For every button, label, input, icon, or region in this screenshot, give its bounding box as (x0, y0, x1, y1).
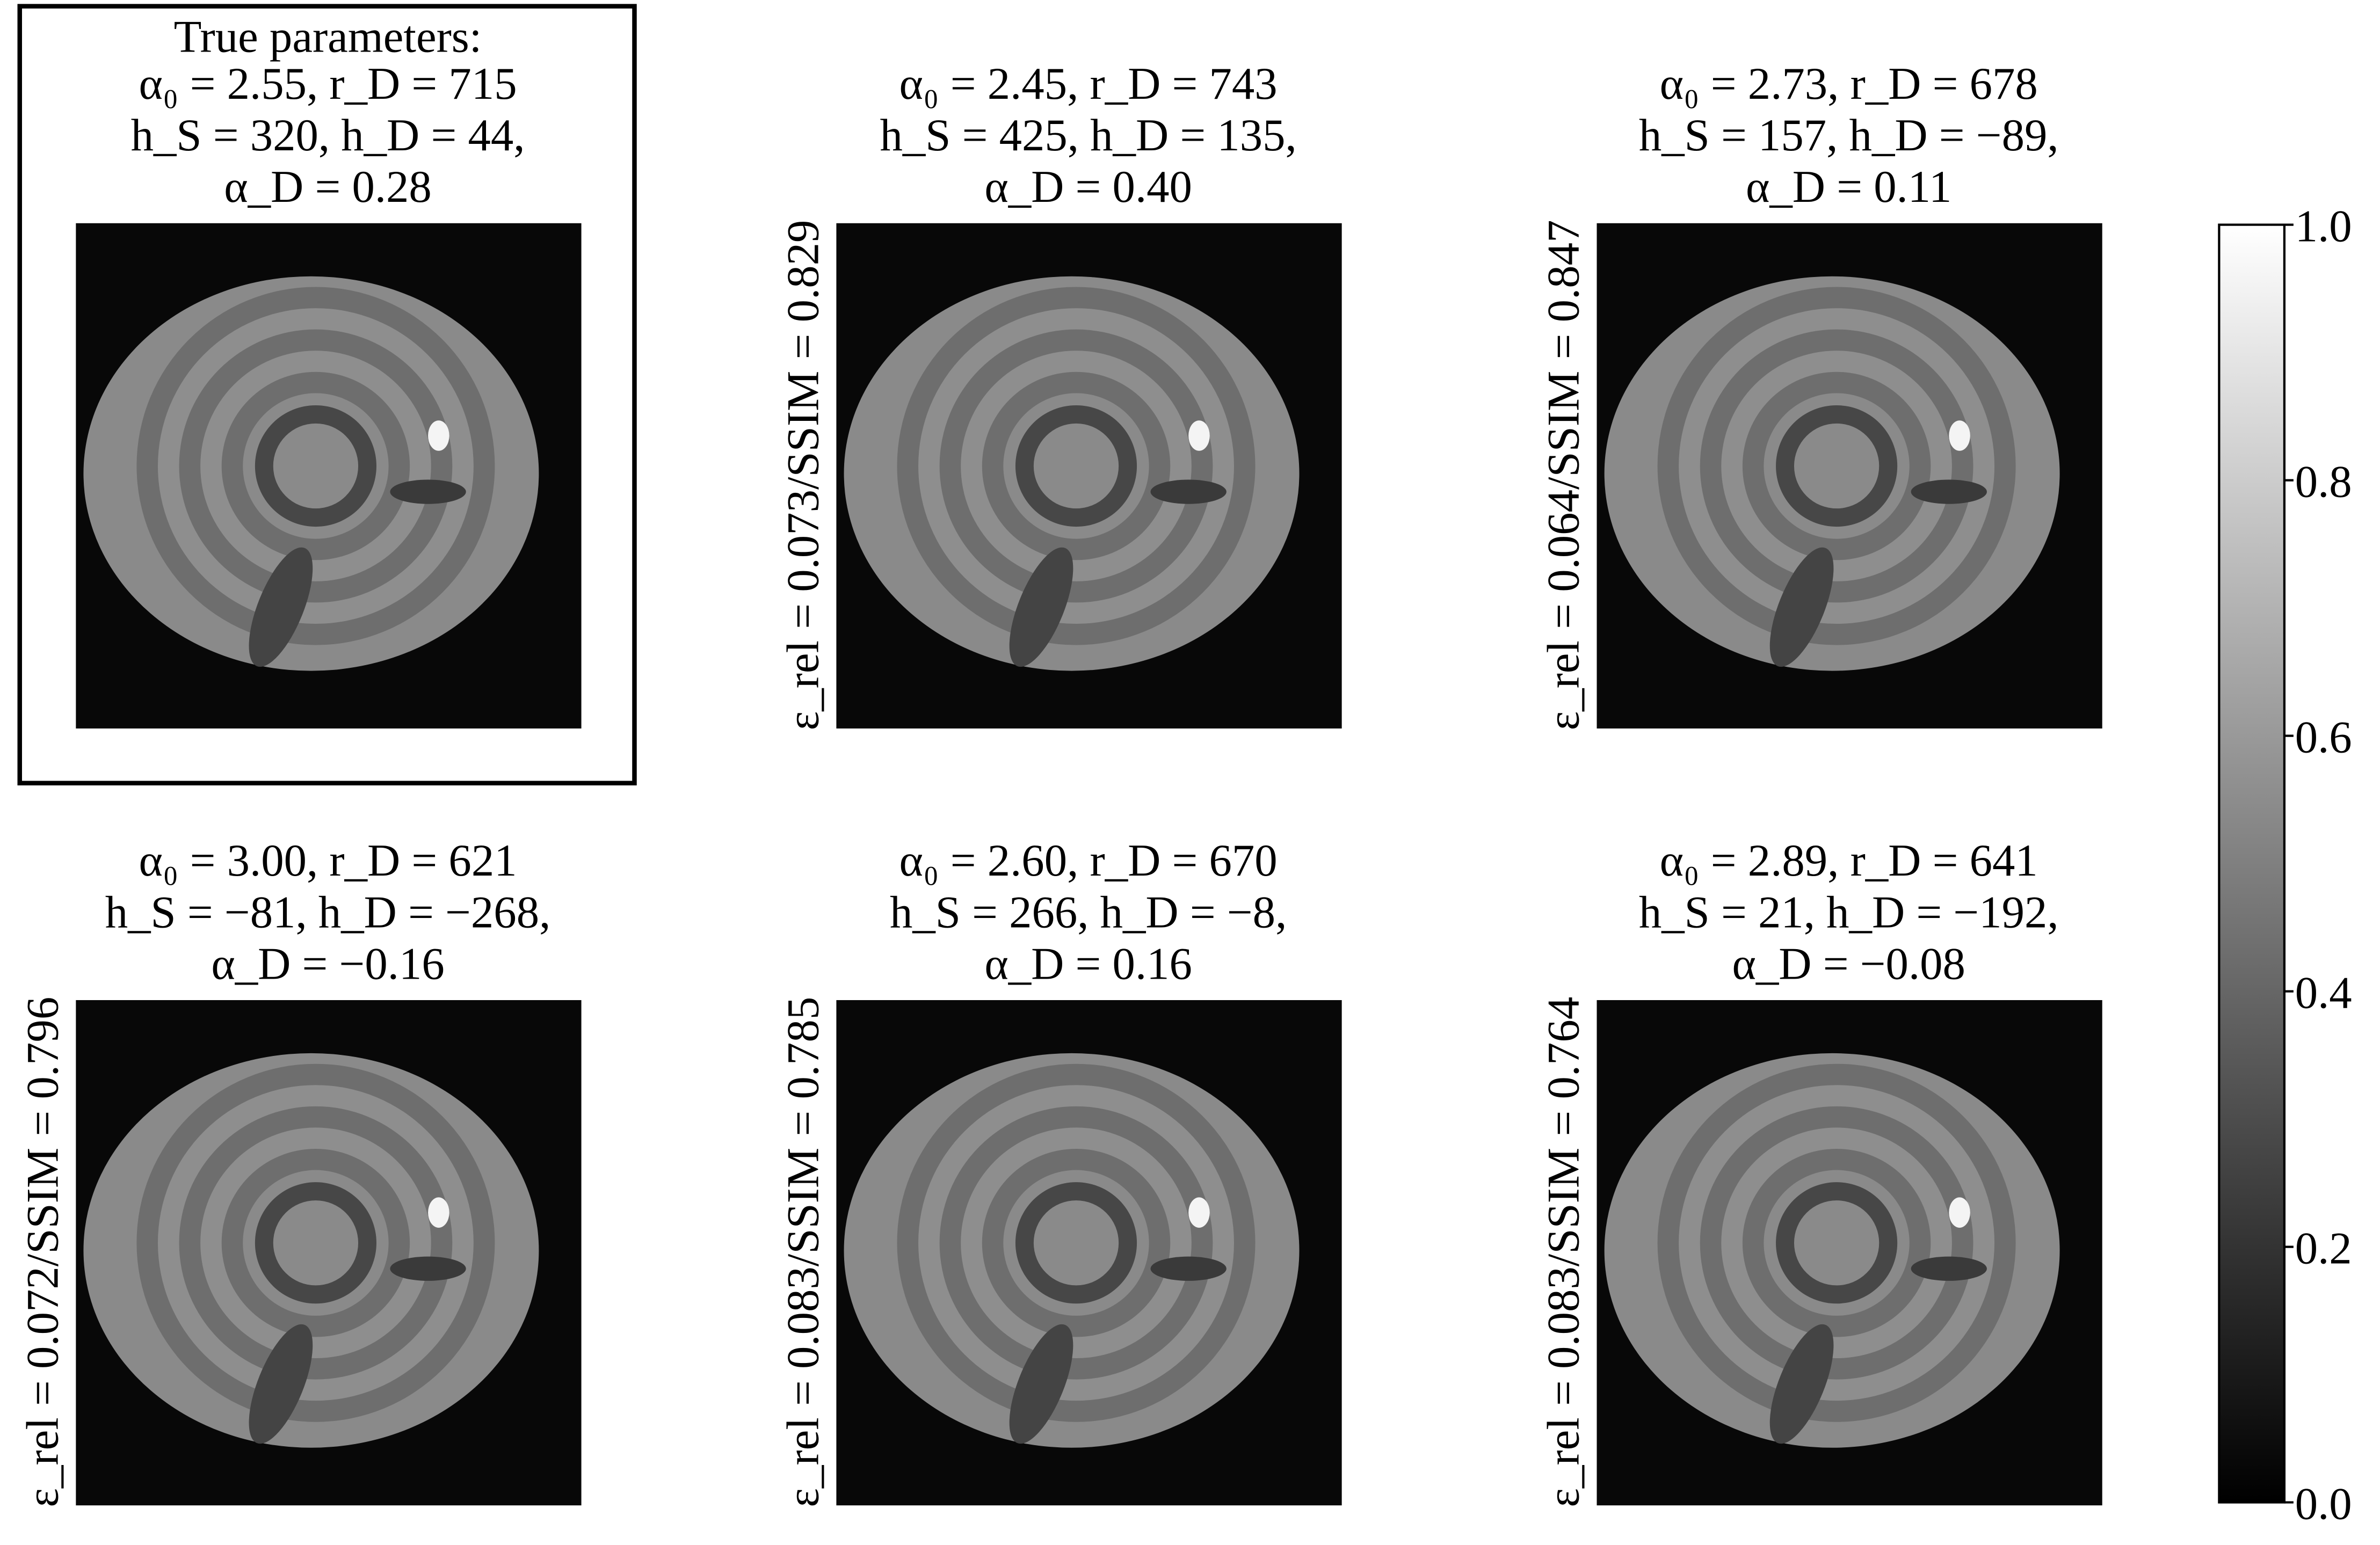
phantom-image (76, 1000, 582, 1506)
panel-metric: ε_rel = 0.064/SSIM = 0.847 (1539, 220, 1589, 731)
panel-metric: ε_rel = 0.073/SSIM = 0.829 (778, 220, 829, 731)
phantom-image (76, 223, 582, 729)
panel-title-line: α₀ = 3.00, r_D = 621 (139, 835, 517, 886)
panel-title-line: α₀ = 2.55, r_D = 715 (139, 59, 517, 109)
panel-title-line: α_D = −0.08 (1732, 938, 1965, 989)
panel-title-line: h_S = 425, h_D = 135, (880, 110, 1296, 161)
colorbar-tick-label: 0.2 (2295, 1223, 2352, 1274)
colorbar-tick-label: 0.8 (2295, 457, 2352, 507)
colorbar-tick-label: 0.4 (2295, 968, 2352, 1018)
colorbar-tick-label: 0.6 (2295, 712, 2352, 763)
panel-title-line: h_S = 266, h_D = −8, (890, 887, 1287, 937)
panel-title-line: h_S = 320, h_D = 44, (131, 110, 525, 161)
phantom-image (836, 223, 1342, 729)
panel-title-line: α_D = 0.40 (984, 162, 1192, 212)
panel-title-line: α₀ = 2.45, r_D = 743 (899, 59, 1278, 109)
panel-title-line: h_S = 157, h_D = −89, (1639, 110, 2059, 161)
phantom-image (836, 1000, 1342, 1506)
panel-title-line: α_D = 0.11 (1746, 162, 1951, 212)
panel-metric: ε_rel = 0.083/SSIM = 0.785 (778, 997, 829, 1507)
panel-title-line: h_S = −81, h_D = −268, (105, 887, 551, 937)
panel-title-line: α₀ = 2.73, r_D = 678 (1660, 59, 2038, 109)
colorbar-tick-label: 1.0 (2295, 201, 2352, 252)
panel-metric: ε_rel = 0.072/SSIM = 0.796 (17, 997, 68, 1507)
panel-title-line: α_D = 0.16 (984, 938, 1192, 989)
panel-title-line: α_D = −0.16 (211, 938, 444, 989)
panel-title-line: α_D = 0.28 (224, 162, 432, 212)
panel-title-line: α₀ = 2.89, r_D = 641 (1660, 835, 2038, 886)
panel-metric: ε_rel = 0.083/SSIM = 0.764 (1539, 997, 1589, 1507)
phantom-image (1597, 1000, 2102, 1506)
colorbar (2218, 223, 2286, 1504)
true-panel-frame (17, 4, 637, 786)
phantom-image (1597, 223, 2102, 729)
panel-title-line: α₀ = 2.60, r_D = 670 (899, 835, 1278, 886)
panel-heading: True parameters: (174, 11, 482, 62)
colorbar-tick-label: 0.0 (2295, 1479, 2352, 1529)
panel-title-line: h_S = 21, h_D = −192, (1639, 887, 2059, 937)
